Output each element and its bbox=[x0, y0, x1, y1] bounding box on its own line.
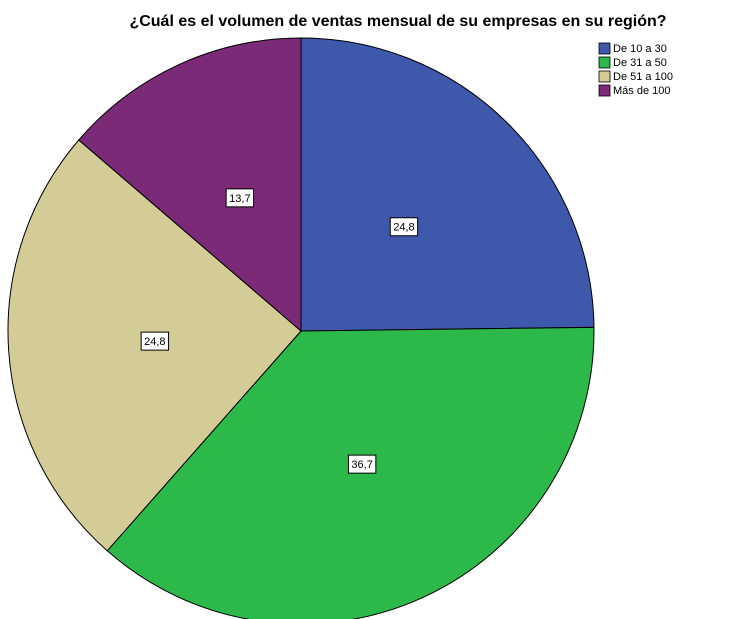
legend-label: De 31 a 50 bbox=[613, 57, 667, 69]
data-label: 36,7 bbox=[351, 459, 372, 471]
legend-label: De 10 a 30 bbox=[613, 43, 667, 55]
legend-label: Más de 100 bbox=[613, 85, 670, 97]
chart-title: ¿Cuál es el volumen de ventas mensual de… bbox=[129, 13, 666, 30]
legend-label: De 51 a 100 bbox=[613, 71, 673, 83]
legend-swatch bbox=[598, 56, 611, 69]
legend-swatch bbox=[598, 42, 611, 55]
data-label: 13,7 bbox=[229, 193, 250, 205]
pie-slice bbox=[78, 37, 302, 333]
legend-swatch bbox=[598, 84, 611, 97]
data-label-box bbox=[140, 331, 170, 351]
data-label-box bbox=[347, 454, 377, 474]
data-label-box bbox=[389, 217, 419, 237]
data-label-box bbox=[225, 188, 255, 208]
legend-swatch bbox=[598, 70, 611, 83]
data-label: 24,8 bbox=[393, 222, 414, 234]
data-label: 24,8 bbox=[144, 336, 165, 348]
pie-slice bbox=[300, 37, 595, 332]
